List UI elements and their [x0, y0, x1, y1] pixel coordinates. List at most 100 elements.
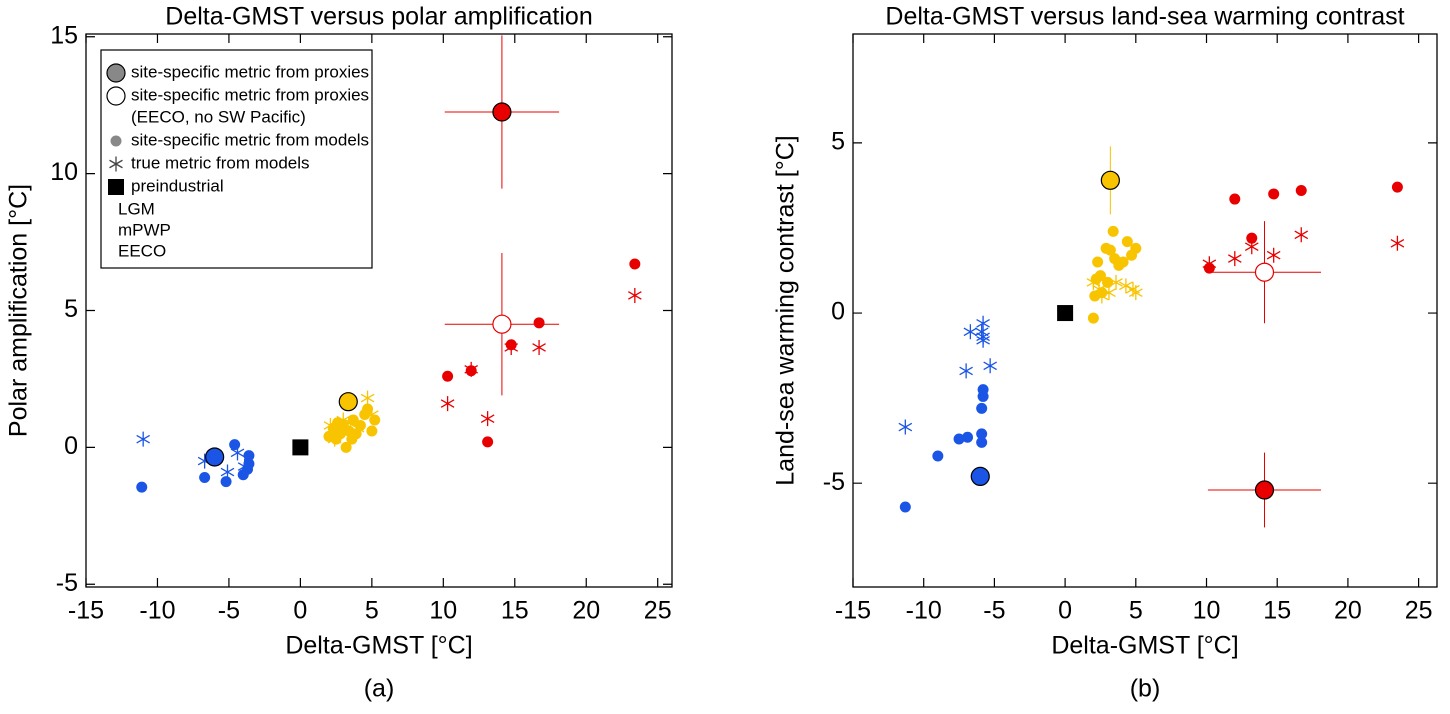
dot-marker [1229, 193, 1241, 205]
x-tick-label: 15 [501, 597, 529, 625]
dot-marker [962, 431, 974, 443]
x-tick-label: -15 [68, 597, 104, 625]
x-tick-label: -5 [218, 597, 240, 625]
dot-marker [465, 365, 477, 377]
legend-marker [108, 179, 124, 195]
dot-marker [346, 433, 358, 445]
proxy-marker [338, 392, 358, 412]
dot-marker [505, 339, 517, 351]
dot-marker [136, 481, 148, 493]
dot-marker [932, 450, 944, 462]
x-tick-label: 0 [1058, 597, 1072, 625]
x-axis-label: Delta-GMST [°C] [1051, 632, 1238, 660]
legend-label: true metric from models [131, 153, 310, 172]
x-tick-label: 25 [1405, 597, 1433, 625]
dot-marker [366, 425, 378, 437]
dot-marker [1102, 276, 1114, 288]
asterisk-marker [1294, 227, 1309, 243]
x-tick-label: 0 [293, 597, 307, 625]
asterisk-marker [1227, 251, 1242, 267]
legend-sublabel: (EECO, no SW Pacific) [131, 107, 306, 126]
x-tick-label: 15 [1263, 597, 1291, 625]
dot-marker [976, 402, 988, 414]
y-tick-label: 5 [831, 128, 845, 156]
legend-marker [109, 156, 123, 172]
asterisk-marker [440, 396, 455, 412]
dot-marker [533, 317, 545, 329]
dot-marker [332, 417, 344, 429]
dot-marker [243, 450, 255, 462]
asterisk-marker [976, 315, 990, 331]
dot-marker [369, 414, 381, 426]
y-tick-label: 5 [64, 295, 78, 323]
dot-marker [1203, 262, 1215, 274]
legend-label: site-specific metric from proxies [131, 62, 369, 81]
x-tick-label: 25 [644, 597, 672, 625]
x-tick-label: -10 [906, 597, 942, 625]
dot-marker [220, 476, 232, 488]
dot-marker [976, 428, 988, 440]
dot-marker [953, 433, 965, 445]
asterisk-marker [983, 358, 997, 374]
y-tick-label: 0 [64, 432, 78, 460]
x-tick-label: 5 [1129, 597, 1143, 625]
chart-title: Delta-GMST versus land-sea warming contr… [885, 3, 1404, 31]
asterisk-marker [628, 287, 642, 303]
asterisk-marker [1128, 285, 1143, 301]
x-axis-label: Delta-GMST [°C] [285, 632, 472, 660]
dot-marker [199, 471, 211, 483]
dot-marker [1117, 256, 1129, 268]
legend-label: site-specific metric from models [131, 130, 369, 149]
dot-marker [229, 439, 241, 451]
open-proxy-marker [1254, 262, 1275, 282]
asterisk-marker [976, 332, 990, 348]
asterisk-marker [532, 339, 546, 355]
dot-marker [1094, 270, 1106, 282]
x-tick-label: 10 [1193, 597, 1221, 625]
asterisk-marker [360, 390, 375, 406]
x-tick-label: 20 [1334, 597, 1362, 625]
proxy-marker [970, 466, 990, 486]
plot-frame [852, 33, 1438, 588]
dot-marker [442, 370, 454, 382]
y-axis-label: Land-sea warming contrast [°C] [772, 135, 800, 485]
x-tick-label: 20 [572, 597, 600, 625]
open-proxy-marker [492, 314, 512, 334]
dot-marker [1130, 242, 1142, 254]
panel-caption: (b) [1130, 675, 1161, 703]
dot-marker [1092, 256, 1104, 268]
legend-era: mPWP [118, 220, 171, 239]
dot-marker [1295, 185, 1307, 197]
legend-marker [106, 63, 126, 83]
x-tick-label: -10 [139, 597, 175, 625]
dot-marker [976, 436, 988, 448]
dot-marker [1391, 181, 1403, 193]
proxy-marker [1254, 480, 1275, 500]
x-tick-label: 10 [429, 597, 457, 625]
legend-era: EECO [118, 241, 166, 260]
chart-title: Delta-GMST versus polar amplification [165, 3, 592, 31]
asterisk-marker [974, 324, 989, 340]
legend-box [100, 49, 373, 269]
asterisk-marker [480, 411, 495, 427]
dot-marker [629, 258, 641, 270]
x-tick-label: 5 [365, 597, 379, 625]
dot-marker [362, 403, 374, 415]
asterisk-marker [1266, 247, 1281, 263]
dot-marker [1107, 225, 1119, 237]
y-tick-label: -5 [56, 569, 78, 597]
legend-label: preindustrial [131, 176, 224, 195]
asterisk-marker [136, 431, 150, 447]
dot-marker [977, 384, 989, 396]
dot-marker [340, 441, 352, 453]
dot-marker [1096, 287, 1108, 299]
square-marker [292, 439, 309, 456]
dot-marker [1121, 236, 1133, 248]
dot-marker [243, 458, 255, 470]
proxy-marker [492, 102, 512, 122]
asterisk-marker [1390, 235, 1405, 251]
x-tick-label: -5 [983, 597, 1005, 625]
proxy-marker [205, 447, 225, 467]
dot-marker [1246, 232, 1258, 244]
